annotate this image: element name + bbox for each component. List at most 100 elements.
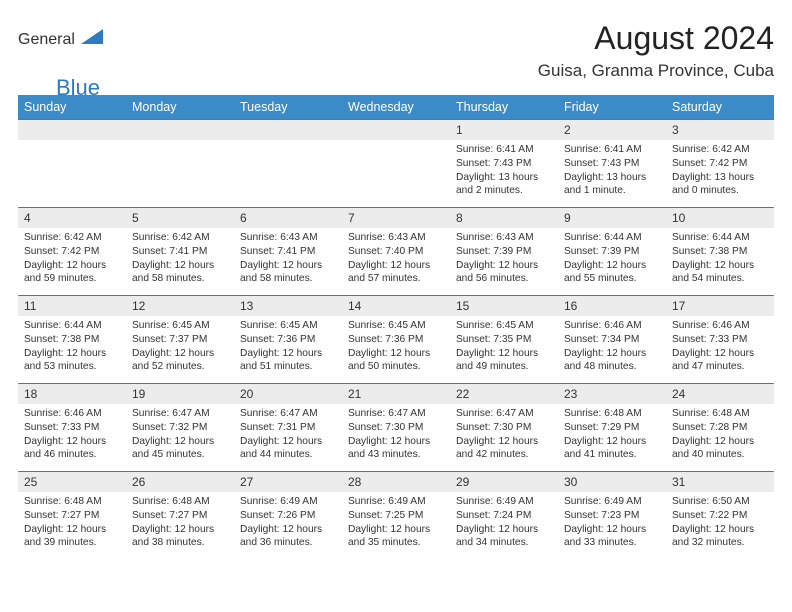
- day-info: Sunrise: 6:49 AMSunset: 7:24 PMDaylight:…: [450, 492, 558, 554]
- calendar-day-cell: 2Sunrise: 6:41 AMSunset: 7:43 PMDaylight…: [558, 120, 666, 208]
- day-number: 31: [666, 472, 774, 492]
- day-info: Sunrise: 6:48 AMSunset: 7:28 PMDaylight:…: [666, 404, 774, 466]
- logo-triangle-icon: [81, 26, 103, 49]
- day-number: 26: [126, 472, 234, 492]
- day-number: 28: [342, 472, 450, 492]
- calendar-table: SundayMondayTuesdayWednesdayThursdayFrid…: [18, 95, 774, 560]
- day-number: 20: [234, 384, 342, 404]
- day-number: 1: [450, 120, 558, 140]
- day-info: Sunrise: 6:49 AMSunset: 7:26 PMDaylight:…: [234, 492, 342, 554]
- day-number: 10: [666, 208, 774, 228]
- weekday-header: Thursday: [450, 95, 558, 120]
- day-info: Sunrise: 6:45 AMSunset: 7:36 PMDaylight:…: [234, 316, 342, 378]
- calendar-day-cell: 28Sunrise: 6:49 AMSunset: 7:25 PMDayligh…: [342, 472, 450, 560]
- day-number: 13: [234, 296, 342, 316]
- day-info: Sunrise: 6:44 AMSunset: 7:38 PMDaylight:…: [666, 228, 774, 290]
- calendar-day-cell: 14Sunrise: 6:45 AMSunset: 7:36 PMDayligh…: [342, 296, 450, 384]
- calendar-empty-cell: [342, 120, 450, 208]
- calendar-day-cell: 27Sunrise: 6:49 AMSunset: 7:26 PMDayligh…: [234, 472, 342, 560]
- day-info: Sunrise: 6:48 AMSunset: 7:27 PMDaylight:…: [126, 492, 234, 554]
- day-number: 6: [234, 208, 342, 228]
- day-info: Sunrise: 6:41 AMSunset: 7:43 PMDaylight:…: [450, 140, 558, 202]
- calendar-day-cell: 16Sunrise: 6:46 AMSunset: 7:34 PMDayligh…: [558, 296, 666, 384]
- calendar-day-cell: 21Sunrise: 6:47 AMSunset: 7:30 PMDayligh…: [342, 384, 450, 472]
- calendar-day-cell: 5Sunrise: 6:42 AMSunset: 7:41 PMDaylight…: [126, 208, 234, 296]
- day-info: Sunrise: 6:48 AMSunset: 7:27 PMDaylight:…: [18, 492, 126, 554]
- day-number: 24: [666, 384, 774, 404]
- day-info: Sunrise: 6:42 AMSunset: 7:41 PMDaylight:…: [126, 228, 234, 290]
- day-number: 8: [450, 208, 558, 228]
- day-number: 9: [558, 208, 666, 228]
- day-number: 17: [666, 296, 774, 316]
- calendar-day-cell: 31Sunrise: 6:50 AMSunset: 7:22 PMDayligh…: [666, 472, 774, 560]
- calendar-empty-cell: [126, 120, 234, 208]
- calendar-row: 4Sunrise: 6:42 AMSunset: 7:42 PMDaylight…: [18, 208, 774, 296]
- calendar-day-cell: 23Sunrise: 6:48 AMSunset: 7:29 PMDayligh…: [558, 384, 666, 472]
- calendar-row: 25Sunrise: 6:48 AMSunset: 7:27 PMDayligh…: [18, 472, 774, 560]
- day-info: Sunrise: 6:46 AMSunset: 7:33 PMDaylight:…: [18, 404, 126, 466]
- day-number: 12: [126, 296, 234, 316]
- day-number: 11: [18, 296, 126, 316]
- title-block: August 2024 Guisa, Granma Province, Cuba: [538, 20, 774, 81]
- day-info: Sunrise: 6:44 AMSunset: 7:38 PMDaylight:…: [18, 316, 126, 378]
- logo-text-general: General: [18, 31, 75, 49]
- day-number: 3: [666, 120, 774, 140]
- day-number: 23: [558, 384, 666, 404]
- calendar-day-cell: 19Sunrise: 6:47 AMSunset: 7:32 PMDayligh…: [126, 384, 234, 472]
- calendar-body: 1Sunrise: 6:41 AMSunset: 7:43 PMDaylight…: [18, 120, 774, 560]
- logo-text-blue: Blue: [56, 75, 100, 101]
- calendar-day-cell: 12Sunrise: 6:45 AMSunset: 7:37 PMDayligh…: [126, 296, 234, 384]
- day-info: Sunrise: 6:45 AMSunset: 7:35 PMDaylight:…: [450, 316, 558, 378]
- day-info: Sunrise: 6:47 AMSunset: 7:30 PMDaylight:…: [450, 404, 558, 466]
- page-header: General August 2024 Guisa, Granma Provin…: [18, 20, 774, 81]
- day-info: Sunrise: 6:47 AMSunset: 7:32 PMDaylight:…: [126, 404, 234, 466]
- calendar-day-cell: 10Sunrise: 6:44 AMSunset: 7:38 PMDayligh…: [666, 208, 774, 296]
- weekday-header: Saturday: [666, 95, 774, 120]
- day-number: 21: [342, 384, 450, 404]
- location-text: Guisa, Granma Province, Cuba: [538, 61, 774, 81]
- calendar-day-cell: 30Sunrise: 6:49 AMSunset: 7:23 PMDayligh…: [558, 472, 666, 560]
- calendar-day-cell: 18Sunrise: 6:46 AMSunset: 7:33 PMDayligh…: [18, 384, 126, 472]
- calendar-day-cell: 11Sunrise: 6:44 AMSunset: 7:38 PMDayligh…: [18, 296, 126, 384]
- day-info: Sunrise: 6:45 AMSunset: 7:36 PMDaylight:…: [342, 316, 450, 378]
- calendar-day-cell: 13Sunrise: 6:45 AMSunset: 7:36 PMDayligh…: [234, 296, 342, 384]
- calendar-day-cell: 1Sunrise: 6:41 AMSunset: 7:43 PMDaylight…: [450, 120, 558, 208]
- calendar-day-cell: 20Sunrise: 6:47 AMSunset: 7:31 PMDayligh…: [234, 384, 342, 472]
- calendar-day-cell: 22Sunrise: 6:47 AMSunset: 7:30 PMDayligh…: [450, 384, 558, 472]
- day-number: 14: [342, 296, 450, 316]
- calendar-day-cell: 6Sunrise: 6:43 AMSunset: 7:41 PMDaylight…: [234, 208, 342, 296]
- calendar-day-cell: 24Sunrise: 6:48 AMSunset: 7:28 PMDayligh…: [666, 384, 774, 472]
- calendar-day-cell: 3Sunrise: 6:42 AMSunset: 7:42 PMDaylight…: [666, 120, 774, 208]
- weekday-header: Tuesday: [234, 95, 342, 120]
- day-number: 18: [18, 384, 126, 404]
- day-number: 16: [558, 296, 666, 316]
- day-number: 22: [450, 384, 558, 404]
- calendar-header-row: SundayMondayTuesdayWednesdayThursdayFrid…: [18, 95, 774, 120]
- weekday-header: Wednesday: [342, 95, 450, 120]
- calendar-day-cell: 25Sunrise: 6:48 AMSunset: 7:27 PMDayligh…: [18, 472, 126, 560]
- day-info: Sunrise: 6:43 AMSunset: 7:41 PMDaylight:…: [234, 228, 342, 290]
- calendar-empty-cell: [18, 120, 126, 208]
- day-number: 19: [126, 384, 234, 404]
- month-title: August 2024: [538, 20, 774, 57]
- calendar-day-cell: 8Sunrise: 6:43 AMSunset: 7:39 PMDaylight…: [450, 208, 558, 296]
- day-info: Sunrise: 6:44 AMSunset: 7:39 PMDaylight:…: [558, 228, 666, 290]
- day-info: Sunrise: 6:50 AMSunset: 7:22 PMDaylight:…: [666, 492, 774, 554]
- day-info: Sunrise: 6:46 AMSunset: 7:33 PMDaylight:…: [666, 316, 774, 378]
- day-info: Sunrise: 6:49 AMSunset: 7:25 PMDaylight:…: [342, 492, 450, 554]
- calendar-day-cell: 17Sunrise: 6:46 AMSunset: 7:33 PMDayligh…: [666, 296, 774, 384]
- day-number: 25: [18, 472, 126, 492]
- day-info: Sunrise: 6:47 AMSunset: 7:31 PMDaylight:…: [234, 404, 342, 466]
- day-info: Sunrise: 6:42 AMSunset: 7:42 PMDaylight:…: [18, 228, 126, 290]
- calendar-day-cell: 15Sunrise: 6:45 AMSunset: 7:35 PMDayligh…: [450, 296, 558, 384]
- calendar-day-cell: 26Sunrise: 6:48 AMSunset: 7:27 PMDayligh…: [126, 472, 234, 560]
- day-number: 4: [18, 208, 126, 228]
- day-number: 29: [450, 472, 558, 492]
- day-number: 5: [126, 208, 234, 228]
- calendar-day-cell: 7Sunrise: 6:43 AMSunset: 7:40 PMDaylight…: [342, 208, 450, 296]
- day-info: Sunrise: 6:46 AMSunset: 7:34 PMDaylight:…: [558, 316, 666, 378]
- day-number: 7: [342, 208, 450, 228]
- day-number: 2: [558, 120, 666, 140]
- calendar-row: 11Sunrise: 6:44 AMSunset: 7:38 PMDayligh…: [18, 296, 774, 384]
- calendar-day-cell: 9Sunrise: 6:44 AMSunset: 7:39 PMDaylight…: [558, 208, 666, 296]
